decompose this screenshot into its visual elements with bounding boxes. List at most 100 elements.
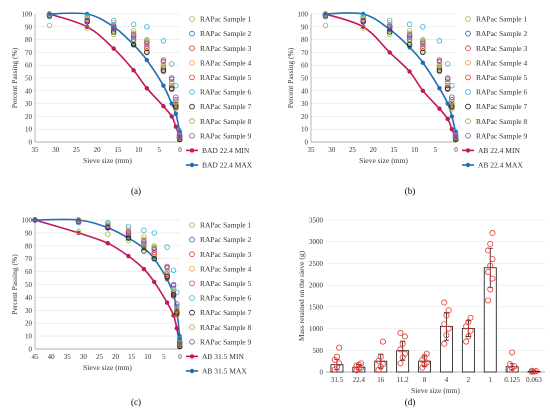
legend-min-marker xyxy=(189,148,195,153)
y-tick-label: 20 xyxy=(301,113,309,121)
y-tick-label: 1500 xyxy=(309,303,324,311)
legend-marker xyxy=(189,59,195,66)
min-curve-point xyxy=(152,279,157,285)
y-tick-label: 20 xyxy=(25,320,33,328)
sample-point xyxy=(125,230,132,236)
legend-marker xyxy=(189,30,195,37)
min-curve-point xyxy=(161,103,166,109)
sample-point xyxy=(105,223,111,230)
replicate-point xyxy=(463,338,470,345)
legend-label: RAPac Sample 5 xyxy=(200,279,251,288)
max-curve-line xyxy=(325,12,457,135)
replicate-point xyxy=(489,275,496,282)
legend-marker xyxy=(189,45,195,51)
sample-point xyxy=(164,266,170,272)
min-curve-point xyxy=(437,106,442,111)
y-tick-label: 70 xyxy=(25,49,33,57)
sample-point xyxy=(151,252,157,258)
sample-point xyxy=(420,40,426,47)
x-tick-label: 35 xyxy=(64,353,72,361)
sample-point xyxy=(360,13,366,20)
y-tick-label: 80 xyxy=(301,36,309,44)
legend-label: AB 22.4 MAX xyxy=(478,161,523,170)
y-tick-label: 90 xyxy=(25,23,33,31)
sample-point xyxy=(436,62,443,68)
x-tick-label: 0.063 xyxy=(526,376,542,384)
sample-point xyxy=(160,59,167,66)
legend-marker xyxy=(465,16,471,22)
legend-label: RAPac Sample 9 xyxy=(200,337,251,346)
sample-point xyxy=(322,22,329,29)
sample-point xyxy=(130,30,137,36)
min-curve-point xyxy=(126,253,131,259)
y-tick-label: 70 xyxy=(25,255,33,263)
x-tick-label: 45 xyxy=(32,353,40,361)
replicate-point xyxy=(401,350,408,357)
replicate-point xyxy=(509,349,516,356)
sample-point xyxy=(406,39,413,45)
sample-point xyxy=(160,67,167,74)
legend-marker xyxy=(189,222,195,228)
y-tick-label: 30 xyxy=(25,307,33,315)
y-tick-label: 10 xyxy=(25,333,33,341)
x-tick-label: 40 xyxy=(48,353,56,361)
y-tick-label: 100 xyxy=(22,217,33,225)
legend-label: AB 22.4 MIN xyxy=(478,146,520,155)
max-curve-point xyxy=(161,83,166,88)
sample-point xyxy=(141,245,147,252)
y-tick-label: 50 xyxy=(25,281,33,289)
min-curve-point xyxy=(407,69,412,74)
legend-label: BAD 22.4 MAX xyxy=(202,161,253,170)
sample-point xyxy=(173,99,179,106)
y-tick-label: 10 xyxy=(25,126,33,134)
legend-max-marker xyxy=(189,162,195,168)
sample-point xyxy=(406,30,413,36)
y-tick-label: 30 xyxy=(25,100,33,108)
sample-point xyxy=(170,267,177,274)
sample-point xyxy=(105,219,111,226)
sample-point xyxy=(436,57,443,63)
sample-point xyxy=(436,67,443,74)
sample-point xyxy=(125,232,132,239)
y-axis-label: Percent Passing (%) xyxy=(286,47,295,108)
x-tick-label: 31.5 xyxy=(331,376,344,384)
sample-point xyxy=(387,20,393,26)
y-tick-label: 500 xyxy=(313,347,324,355)
legend-marker xyxy=(189,324,195,331)
legend-label: RAPac Sample 3 xyxy=(200,44,251,53)
replicate-point xyxy=(401,333,408,340)
sample-point xyxy=(111,29,117,35)
legend-label: RAPac Sample 4 xyxy=(200,264,251,273)
replicate-point xyxy=(441,321,448,328)
y-tick-label: 3500 xyxy=(309,217,324,225)
max-curve-point xyxy=(144,57,150,63)
sample-point xyxy=(151,249,157,255)
replicate-point xyxy=(397,360,404,367)
min-curve-point xyxy=(387,50,392,55)
y-tick-label: 0 xyxy=(320,369,324,377)
sample-point xyxy=(164,271,170,277)
sample-point xyxy=(130,27,137,34)
y-tick-label: 20 xyxy=(25,113,33,121)
max-curve-point xyxy=(449,114,455,119)
sample-point xyxy=(449,99,455,106)
legend-label: RAPac Sample 6 xyxy=(200,88,251,97)
sample-point xyxy=(176,338,183,344)
max-curve-point xyxy=(173,111,179,117)
legend-label: RAPac Sample 4 xyxy=(476,58,527,67)
legend-label: RAPac Sample 3 xyxy=(476,44,527,53)
sample-point xyxy=(406,27,413,34)
y-tick-label: 2000 xyxy=(309,282,324,290)
y-tick-label: 60 xyxy=(301,62,309,70)
replicate-point xyxy=(489,256,496,263)
sample-point xyxy=(125,235,132,241)
x-tick-label: 10 xyxy=(144,353,152,361)
sample-point xyxy=(436,65,443,71)
max-curve-line xyxy=(34,218,181,340)
legend-label: RAPac Sample 1 xyxy=(476,15,527,24)
sample-point xyxy=(130,34,137,40)
sample-point xyxy=(141,248,147,254)
